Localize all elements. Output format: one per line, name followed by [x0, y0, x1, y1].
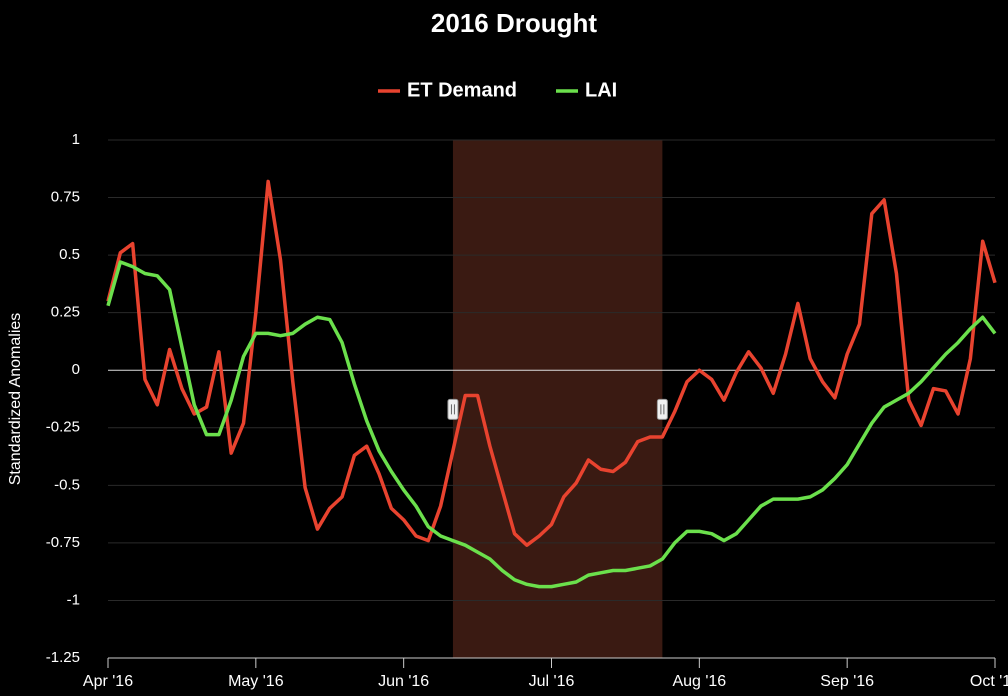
y-tick-label: -0.5 [54, 476, 80, 493]
y-tick-label: -1 [67, 591, 80, 608]
series-line [106, 179, 997, 547]
chart-title: 2016 Drought [431, 8, 597, 38]
y-tick-label: 1 [72, 131, 80, 148]
y-tick-label: 0.75 [51, 189, 80, 206]
band-handle [447, 398, 459, 420]
x-tick-label: Oct '16 [970, 673, 1008, 690]
band-handle [656, 398, 668, 420]
x-tick-label: May '16 [228, 673, 284, 690]
y-tick-label: 0 [72, 361, 80, 378]
y-axis-label: Standardized Anomalies [7, 313, 24, 486]
x-tick-label: Apr '16 [83, 673, 133, 690]
x-tick-label: Jul '16 [529, 673, 575, 690]
x-tick-label: Sep '16 [820, 673, 874, 690]
y-tick-label: -1.25 [46, 649, 80, 666]
x-tick-label: Jun '16 [378, 673, 429, 690]
highlight-band [452, 140, 663, 658]
series-line [106, 260, 997, 589]
legend-label: LAI [585, 79, 617, 101]
y-tick-label: -0.75 [46, 534, 80, 551]
y-tick-label: 0.25 [51, 304, 80, 321]
y-tick-label: 0.5 [59, 246, 80, 263]
legend-label: ET Demand [407, 79, 517, 101]
y-tick-label: -0.25 [46, 419, 80, 436]
x-tick-label: Aug '16 [672, 673, 726, 690]
